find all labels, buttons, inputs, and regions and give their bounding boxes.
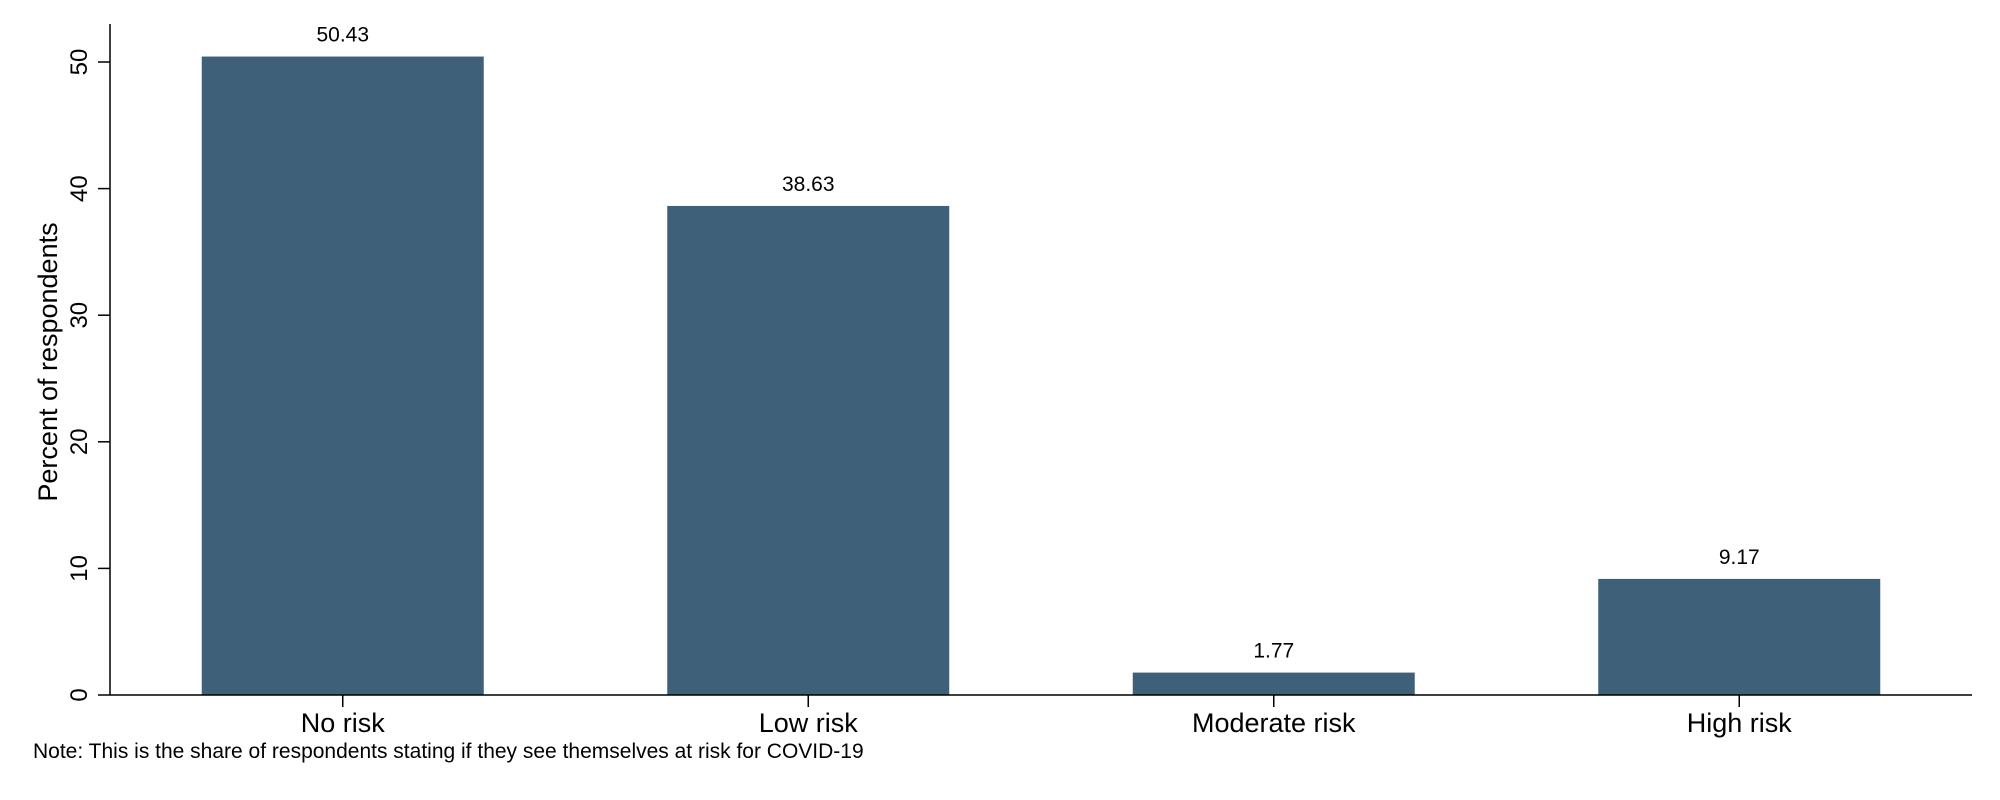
bar-value-label: 9.17 <box>1719 546 1760 569</box>
y-tick-label: 40 <box>66 175 93 202</box>
y-tick-label: 30 <box>66 302 93 329</box>
x-tick-label: Moderate risk <box>1192 708 1356 738</box>
y-tick-label: 20 <box>66 428 93 455</box>
bar-moderate-risk <box>1132 672 1415 695</box>
x-axis: No risk Low risk Moderate risk High risk <box>110 694 1972 738</box>
y-axis-title: Percent of respondents <box>33 222 63 501</box>
bar-no-risk <box>201 56 484 695</box>
value-labels-group: 50.43 38.63 1.77 9.17 <box>316 24 1759 663</box>
bar-value-label: 1.77 <box>1253 640 1294 663</box>
y-axis: 0 10 20 30 40 50 <box>66 24 111 702</box>
bar-value-label: 50.43 <box>316 24 369 47</box>
y-tick-label: 10 <box>66 555 93 582</box>
x-tick-label: No risk <box>301 708 386 738</box>
bars-group <box>201 56 1881 695</box>
x-tick-label: Low risk <box>759 708 859 738</box>
y-tick-label: 50 <box>66 49 93 76</box>
x-tick-label: High risk <box>1687 708 1793 738</box>
bar-low-risk <box>667 205 950 695</box>
bar-high-risk <box>1598 578 1881 695</box>
bar-value-label: 38.63 <box>782 173 835 196</box>
y-tick-label: 0 <box>66 688 93 701</box>
chart-note: Note: This is the share of respondents s… <box>33 740 864 763</box>
